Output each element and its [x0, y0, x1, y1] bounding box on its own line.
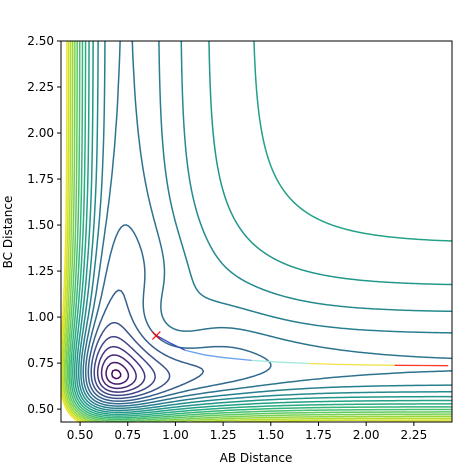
x-axis-label: AB Distance — [220, 451, 293, 465]
trajectory-segment — [223, 356, 252, 361]
y-tick-label: 1.25 — [27, 264, 54, 278]
start-marker — [151, 331, 161, 340]
x-tick-label: 1.00 — [162, 428, 189, 442]
contour-lines — [61, 41, 452, 422]
x-tick-label: 1.25 — [210, 428, 237, 442]
y-tick-label: 1.50 — [27, 218, 54, 232]
contour-level-19 — [63, 41, 452, 422]
contour-level-3 — [100, 354, 137, 390]
contour-level-6 — [90, 322, 171, 400]
contour-level-5 — [93, 335, 156, 397]
contour-level-1 — [111, 369, 122, 380]
x-tick-label: 2.25 — [400, 428, 427, 442]
contour-level-9 — [82, 41, 452, 407]
contour-level-2 — [105, 361, 130, 385]
contour-level-10 — [80, 41, 452, 410]
contour-level-17 — [66, 41, 452, 422]
y-axis-ticks: 0.50 0.75 1.00 1.25 1.50 1.75 2.00 2.25 2.50 — [27, 34, 61, 416]
x-tick-label: 0.75 — [114, 428, 141, 442]
x-tick-label: 1.75 — [305, 428, 332, 442]
x-tick-label: 2.00 — [353, 428, 380, 442]
contour-level-18 — [65, 41, 452, 422]
start-marker-group — [151, 331, 161, 340]
y-axis-label: BC Distance — [1, 196, 15, 269]
y-tick-label: 2.50 — [27, 34, 54, 48]
contour-level-16 — [68, 41, 452, 421]
x-tick-label: 0.50 — [67, 428, 94, 442]
contour-level-4 — [96, 345, 146, 393]
contour-level-15 — [70, 41, 452, 419]
x-axis-ticks: 0.50 0.75 1.00 1.25 1.50 1.75 2.00 2.25 — [67, 422, 427, 442]
trajectory-segment — [169, 342, 186, 351]
y-tick-label: 2.00 — [27, 126, 54, 140]
plot-frame — [60, 40, 453, 423]
contour-level-14 — [72, 41, 452, 417]
trajectory-segment — [184, 349, 205, 356]
contour-level-11 — [77, 41, 452, 412]
contour-level-21 — [61, 41, 452, 422]
y-tick-label: 0.50 — [27, 402, 54, 416]
contour-level-7 — [87, 289, 205, 402]
trajectory-segment — [280, 361, 309, 365]
trajectory-segment — [308, 362, 338, 366]
contour-level-8 — [84, 224, 272, 405]
y-tick-label: 0.75 — [27, 356, 54, 370]
y-tick-label: 1.00 — [27, 310, 54, 324]
trajectory-segment — [251, 359, 281, 363]
x-tick-label: 1.50 — [257, 428, 284, 442]
trajectory — [156, 334, 449, 367]
contour-level-12 — [75, 41, 452, 414]
y-tick-label: 2.25 — [27, 80, 54, 94]
trajectory-segment — [156, 334, 171, 344]
y-tick-label: 1.75 — [27, 172, 54, 186]
trajectory-segment — [337, 363, 367, 366]
contour-level-13 — [73, 41, 452, 416]
contour-level-20 — [62, 41, 452, 422]
trajectory-segment — [203, 354, 224, 359]
